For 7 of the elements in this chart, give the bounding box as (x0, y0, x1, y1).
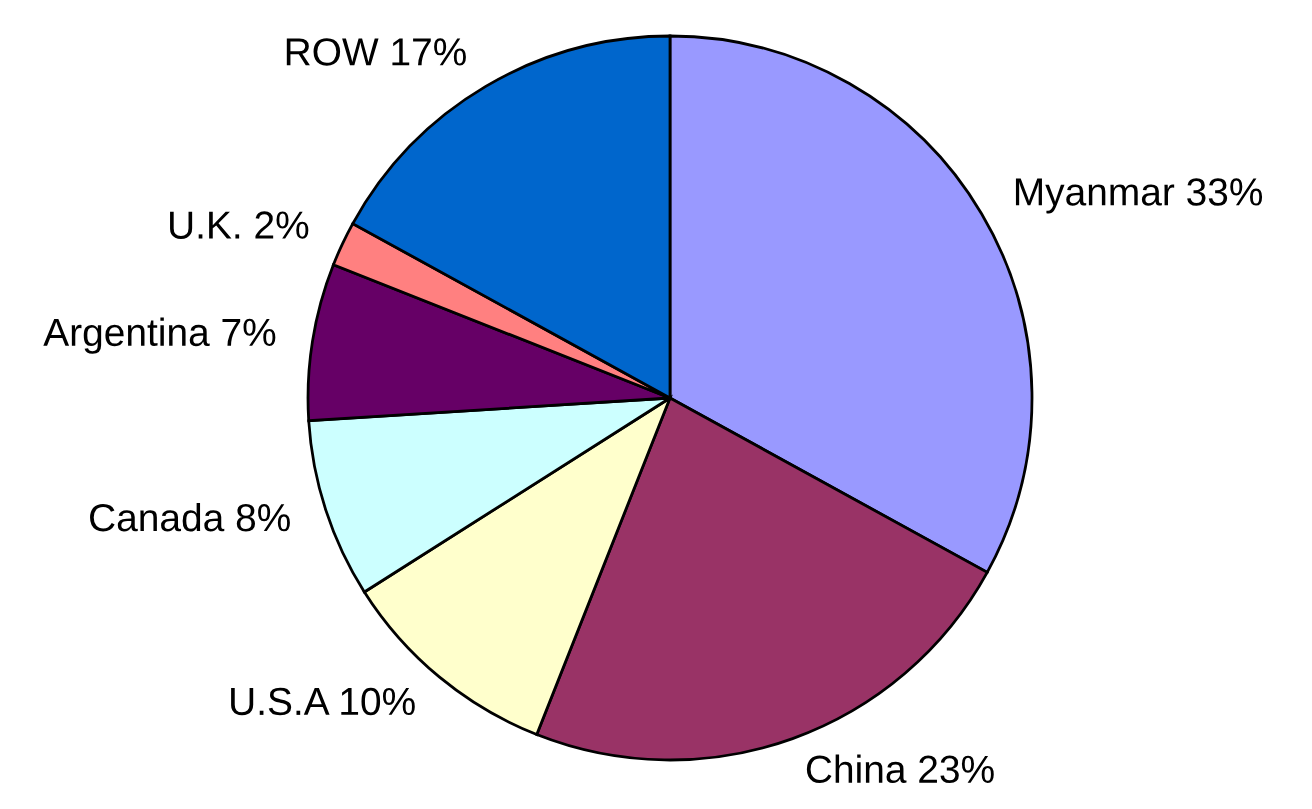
slice-label: ROW 17% (286, 38, 466, 66)
slice-label: U.S.A 10% (231, 687, 415, 716)
slice-label: U.K. 2% (170, 211, 309, 239)
slice-label: China 23% (806, 754, 994, 784)
slice-label: Argentina 7% (43, 317, 276, 354)
slice-label: Canada 8% (90, 502, 290, 532)
slice-label: Myanmar 33% (1015, 178, 1263, 214)
